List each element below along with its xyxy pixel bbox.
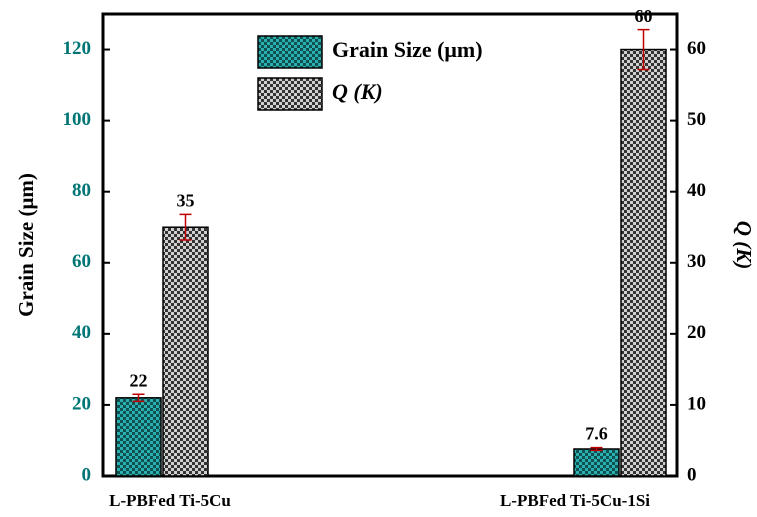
y-axis-label: Grain Size (μm)	[14, 173, 38, 317]
bar	[162, 226, 209, 477]
y2-tick-label: 0	[687, 464, 697, 485]
y2-axis-label: Q (K)	[732, 221, 756, 269]
y2-tick-label: 10	[687, 393, 706, 414]
y-tick-label: 60	[72, 251, 91, 272]
data-label: 35	[177, 191, 195, 211]
legend-swatch	[257, 77, 323, 111]
bar	[620, 48, 667, 477]
error-bar	[132, 393, 145, 403]
y-tick-label: 40	[72, 322, 91, 343]
data-label: 7.6	[585, 424, 608, 444]
error-bar	[637, 28, 650, 71]
y2-tick-label: 30	[687, 251, 706, 272]
legend-swatch	[257, 35, 323, 69]
y-tick-label: 20	[72, 393, 91, 414]
bar	[573, 448, 620, 477]
plot-frame	[101, 12, 679, 478]
legend-label: Q (K)	[332, 79, 383, 104]
data-label: 22	[130, 370, 148, 390]
bar	[115, 397, 162, 477]
y2-tick-label: 20	[687, 322, 706, 343]
legend-label: Grain Size (μm)	[332, 37, 483, 62]
y-tick-label: 80	[72, 180, 91, 201]
error-bar	[590, 446, 603, 452]
y-tick-label: 0	[82, 464, 92, 485]
y2-tick-label: 40	[687, 180, 706, 201]
x-tick-label: L-PBFed Ti-5Cu	[109, 491, 231, 510]
data-label: 60	[635, 6, 653, 26]
y-tick-label: 100	[63, 109, 92, 130]
y-tick-label: 120	[63, 38, 92, 59]
y2-tick-label: 50	[687, 109, 706, 130]
error-bar	[179, 213, 192, 241]
x-tick-label: L-PBFed Ti-5Cu-1Si	[500, 491, 650, 510]
y2-tick-label: 60	[687, 38, 706, 59]
